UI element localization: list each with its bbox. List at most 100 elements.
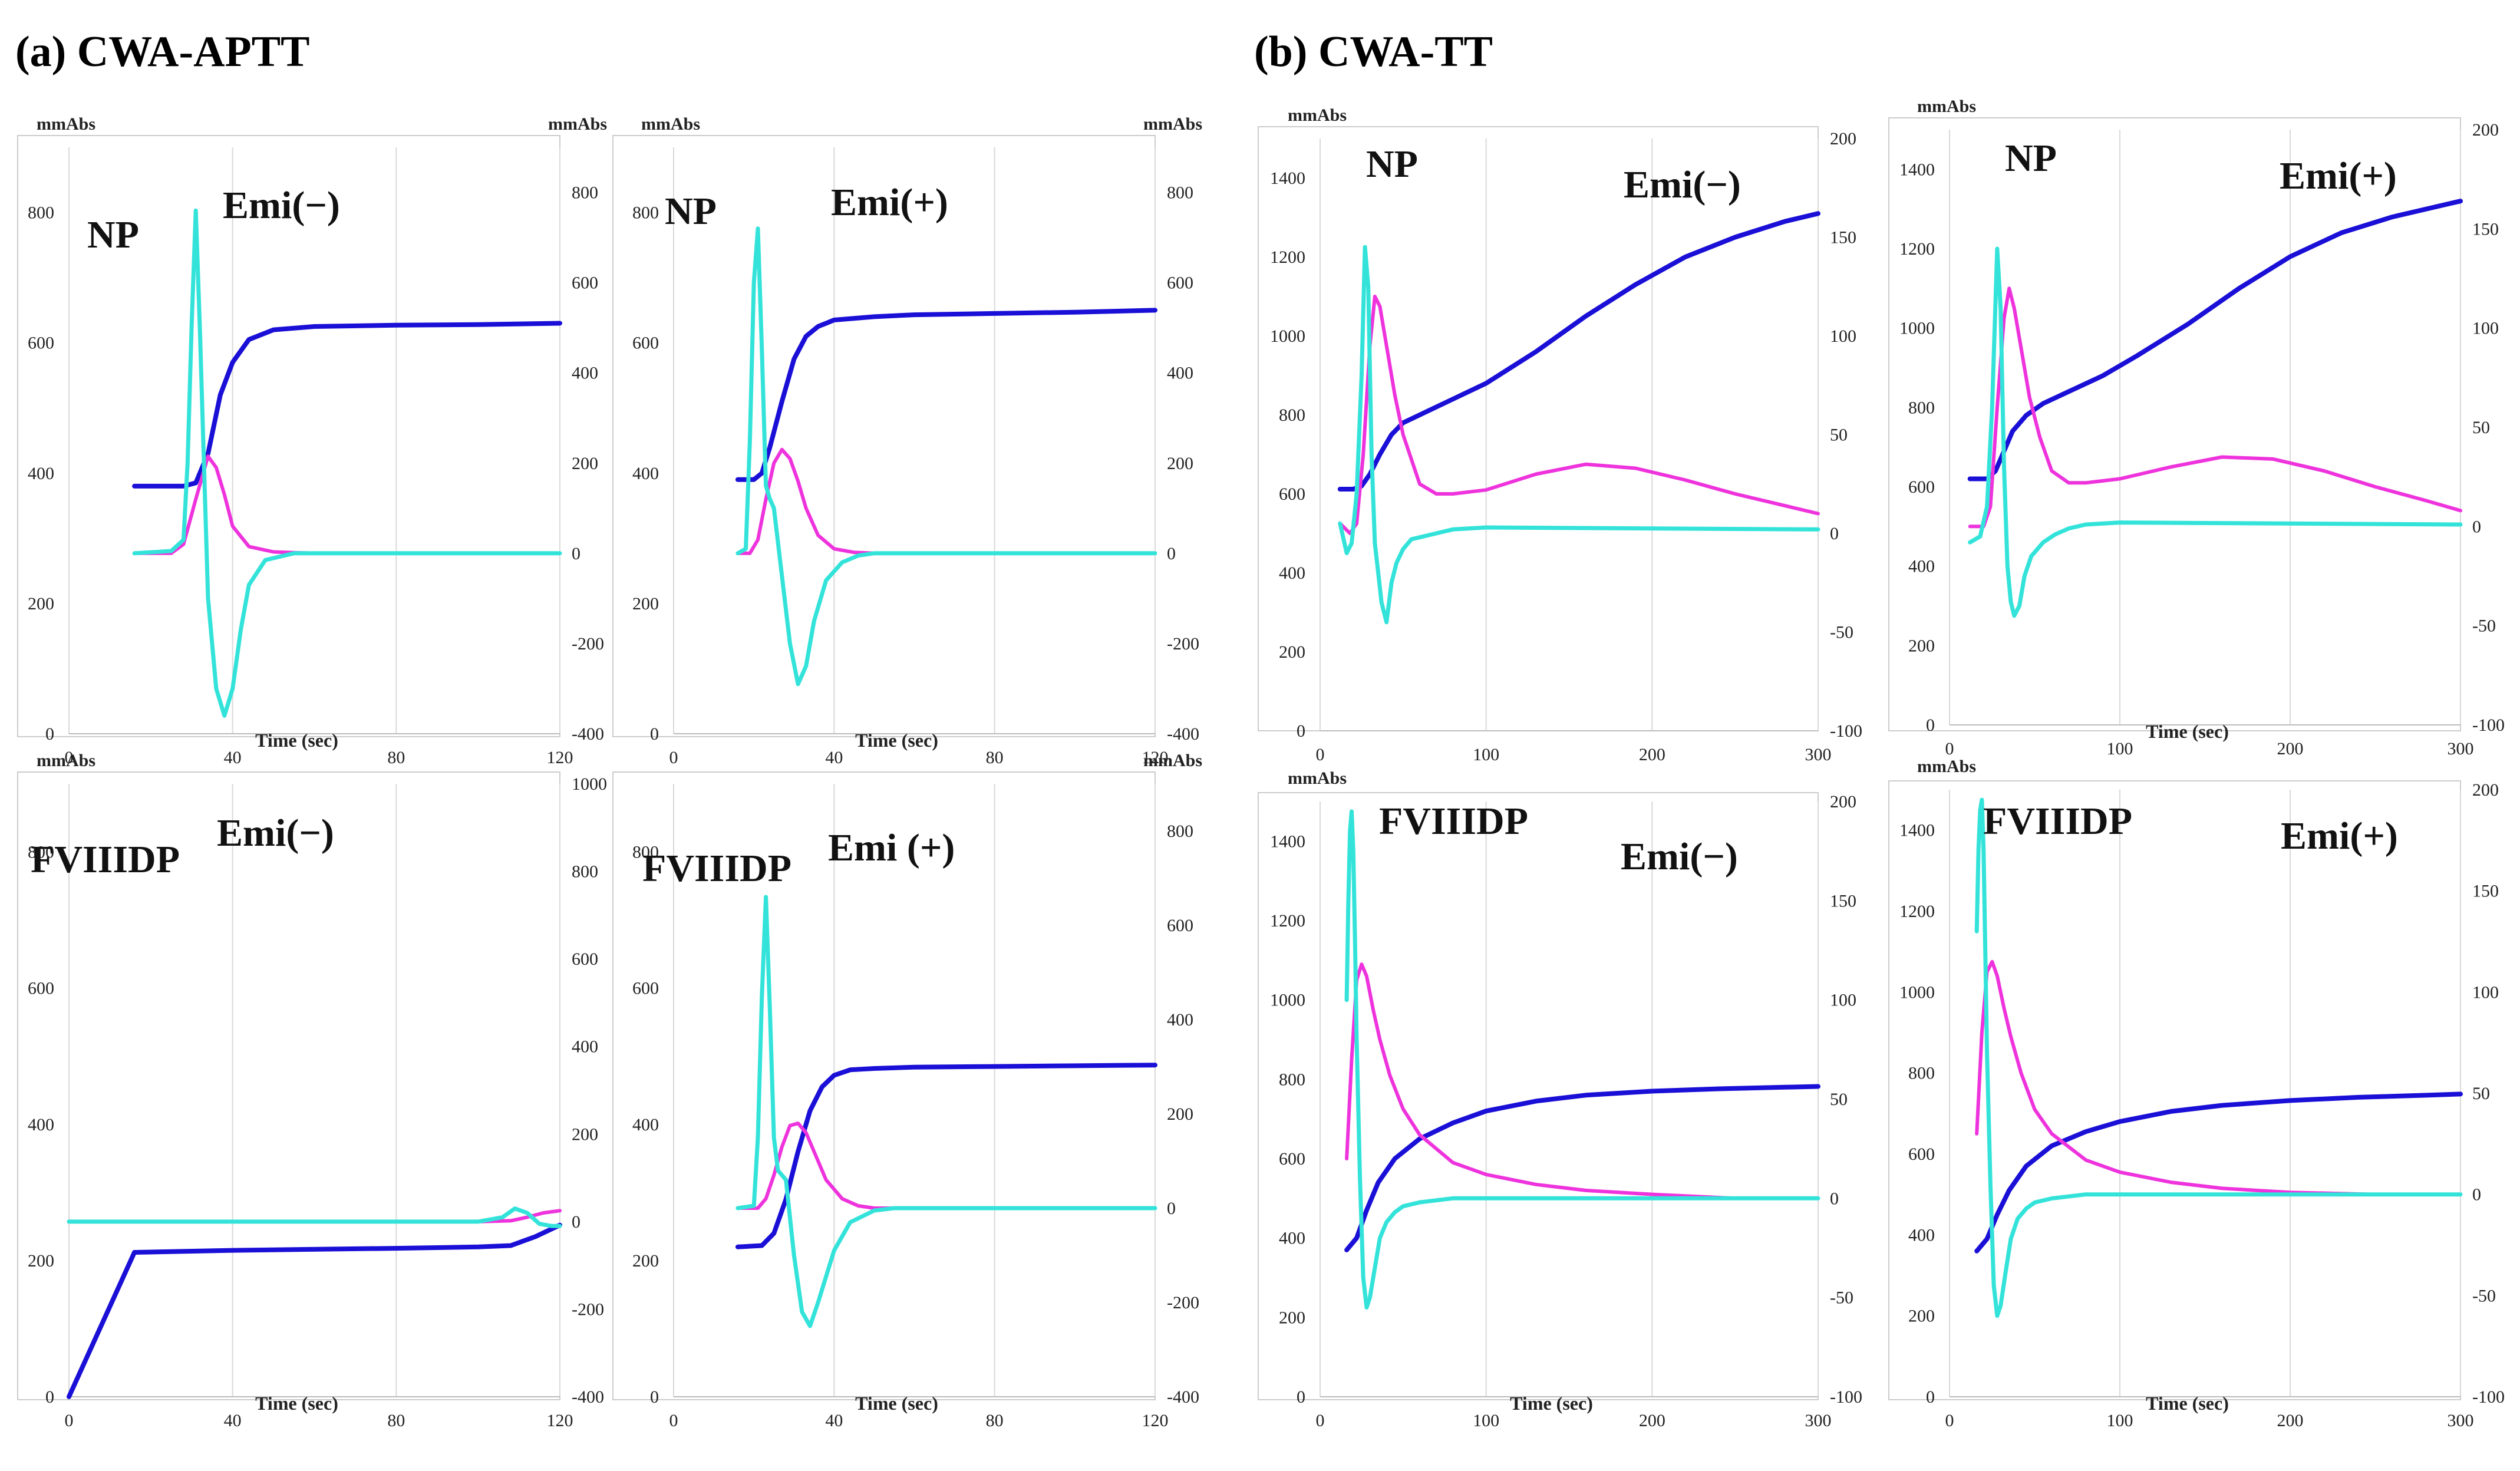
chart-panel-b-FVIIIDP-plus: 0 100 200 3000200400600800100012001400-100-… xyxy=(1888,757,2505,1430)
x-tick-label: 200 xyxy=(1639,745,1665,764)
series-line-acceleration xyxy=(132,208,562,718)
right-tick-label: 200 xyxy=(1830,129,1856,149)
left-tick-label: 400 xyxy=(1908,557,1935,576)
series-line-fibrin xyxy=(1967,199,2463,481)
x-tick-label: 100 xyxy=(1473,1411,1499,1430)
series-line-acceleration xyxy=(1968,246,2463,618)
left-tick-label: 200 xyxy=(632,1251,659,1271)
sample-label: FVIIIDP xyxy=(642,847,791,890)
left-tick-label: 800 xyxy=(632,843,659,862)
right-unit-label: mmAbs xyxy=(1143,751,1202,770)
right-tick-label: 100 xyxy=(2472,319,2499,338)
x-tick-label: 100 xyxy=(1473,745,1499,764)
panel-frame xyxy=(1258,126,1819,731)
left-tick-label: 1000 xyxy=(1899,982,1935,1002)
series-line-fibrin xyxy=(1344,1084,1820,1252)
left-tick-label: 200 xyxy=(632,594,659,614)
series-line-fibrin xyxy=(132,321,562,489)
x-tick-label: 200 xyxy=(2277,739,2304,758)
sample-label: FVIIIDP xyxy=(1379,800,1528,843)
chart-panel-b-FVIIIDP-minus: 0 100 200 3000200400600800100012001400-100-… xyxy=(1258,769,1862,1430)
right-tick-label: -400 xyxy=(1167,1387,1199,1407)
right-tick-label: 800 xyxy=(1167,822,1193,841)
x-tick-label: 0 xyxy=(1945,1411,1954,1430)
series-line-acceleration xyxy=(1344,809,1820,1310)
sample-label: NP xyxy=(87,213,139,256)
x-tick-label: 80 xyxy=(387,748,405,767)
series-line-fibrin xyxy=(735,1063,1157,1249)
right-tick-label: 0 xyxy=(1167,1199,1176,1218)
left-tick-label: 1200 xyxy=(1899,239,1935,259)
condition-label: Emi (+) xyxy=(828,826,955,869)
left-tick-label: 600 xyxy=(28,979,54,998)
series-line-acceleration xyxy=(1338,245,1820,625)
right-tick-label: 50 xyxy=(2472,418,2490,437)
x-tick-label: 100 xyxy=(2107,1411,2133,1430)
condition-label: Emi(+) xyxy=(2280,154,2397,197)
x-tick-label: 80 xyxy=(986,1411,1004,1430)
right-tick-label: 0 xyxy=(1167,544,1176,563)
left-unit-label: mmAbs xyxy=(37,114,95,134)
panel-frame xyxy=(1258,792,1819,1400)
right-tick-label: 400 xyxy=(572,1037,598,1057)
left-tick-label: 1200 xyxy=(1270,248,1305,267)
left-tick-label: 800 xyxy=(1279,1070,1305,1089)
left-tick-label: 0 xyxy=(45,1387,54,1407)
x-tick-label: 80 xyxy=(387,1411,405,1430)
right-tick-label: 600 xyxy=(572,273,598,293)
condition-label: Emi(−) xyxy=(1624,163,1741,206)
left-tick-label: 0 xyxy=(1297,1387,1305,1407)
right-tick-label: 800 xyxy=(1167,183,1193,203)
right-tick-label: -400 xyxy=(572,1387,604,1407)
right-tick-label: 0 xyxy=(572,544,580,563)
right-tick-label: 0 xyxy=(1830,1189,1839,1208)
right-tick-label: 200 xyxy=(1830,792,1856,812)
right-tick-label: -200 xyxy=(572,634,604,654)
x-tick-label: 40 xyxy=(825,748,843,767)
x-axis-label: Time (sec) xyxy=(2146,721,2229,742)
left-unit-label: mmAbs xyxy=(1288,769,1347,788)
left-tick-label: 400 xyxy=(632,464,659,483)
series-line-acceleration xyxy=(735,226,1157,687)
x-tick-label: 300 xyxy=(1805,1411,1832,1430)
right-tick-label: 0 xyxy=(2472,517,2481,536)
series-line-velocity xyxy=(1338,295,1820,535)
left-tick-label: 600 xyxy=(28,334,54,353)
chart-panel-a-NP-plus: 0 40 80 120 0 200 400 600 800 -400 -200 0 200 400 600 8… xyxy=(612,114,1202,767)
condition-label: Emi(−) xyxy=(217,812,334,855)
left-tick-label: 200 xyxy=(28,1251,54,1271)
series-line-velocity xyxy=(1345,962,1820,1200)
left-tick-label: 600 xyxy=(1279,484,1305,504)
left-tick-label: 800 xyxy=(1279,405,1305,425)
left-tick-label: 0 xyxy=(650,724,659,744)
sample-label: NP xyxy=(2005,137,2057,180)
series-line-acceleration xyxy=(1974,797,2463,1318)
x-tick-label: 40 xyxy=(224,748,242,767)
x-axis-label: Time (sec) xyxy=(2146,1393,2229,1414)
x-tick-label: 120 xyxy=(1142,1411,1169,1430)
x-axis-label: Time (sec) xyxy=(855,1393,938,1414)
sample-label: NP xyxy=(665,190,717,233)
left-tick-label: 400 xyxy=(1279,563,1305,583)
left-unit-label: mmAbs xyxy=(1917,97,1976,116)
left-tick-label: 1400 xyxy=(1270,832,1305,851)
left-tick-label: 200 xyxy=(1279,1308,1305,1327)
right-tick-label: 600 xyxy=(1167,916,1193,935)
right-tick-label: -100 xyxy=(2472,715,2505,735)
x-tick-label: 200 xyxy=(2277,1411,2304,1430)
x-tick-label: 0 xyxy=(1316,745,1325,764)
sample-label: NP xyxy=(1366,143,1418,186)
x-tick-label: 0 xyxy=(65,1411,74,1430)
series-line-fibrin xyxy=(1974,1091,2463,1254)
condition-label: Emi(−) xyxy=(223,184,340,227)
right-tick-label: -400 xyxy=(1167,724,1199,744)
series-line-velocity xyxy=(735,447,1157,555)
condition-label: Emi(+) xyxy=(831,181,948,224)
left-tick-label: 600 xyxy=(632,334,659,353)
x-tick-label: 40 xyxy=(825,1411,843,1430)
sample-label: FVIIIDP xyxy=(31,838,180,881)
left-tick-label: 600 xyxy=(1908,477,1935,497)
right-tick-label: 200 xyxy=(1167,1104,1193,1124)
left-tick-label: 400 xyxy=(632,1115,659,1134)
right-tick-label: 400 xyxy=(1167,364,1193,383)
